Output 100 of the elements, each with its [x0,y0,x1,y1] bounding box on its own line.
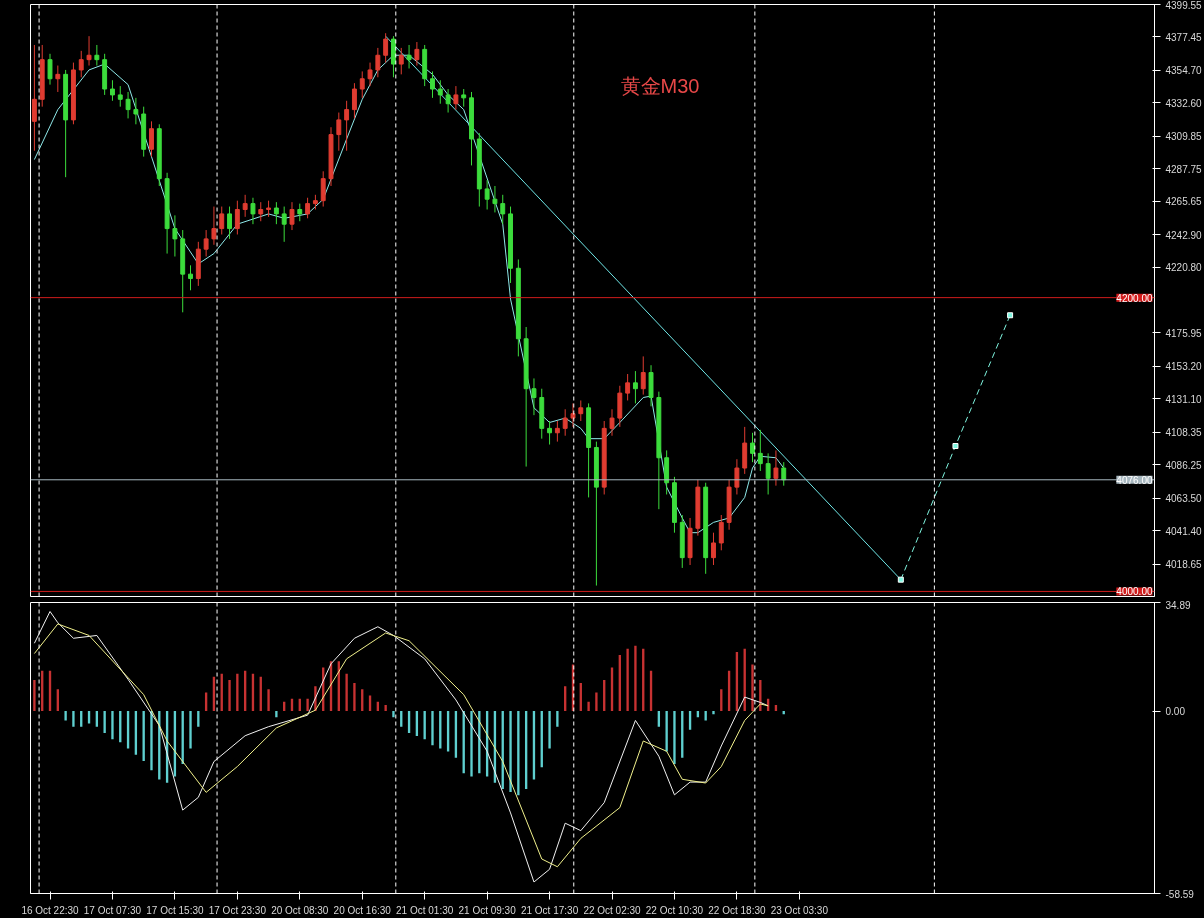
bar [509,711,512,793]
candlestick [562,408,568,437]
candlestick [406,44,412,69]
bar [665,711,668,752]
y-tick-label: 4018.65 [1165,559,1203,571]
bar [306,698,309,712]
candlestick [570,402,576,428]
candlestick [500,194,506,225]
x-tick-label: 16 Oct 22:30 [21,904,80,916]
x-tick-label: 17 Oct 15:30 [146,904,204,916]
line-series [33,54,785,534]
candlestick [625,373,631,401]
candlestick [47,53,53,86]
candlestick [578,399,584,422]
candlestick [773,449,779,487]
y-tick-label: -58.59 [1165,888,1195,900]
bar [353,683,356,712]
bar [236,673,239,712]
bar [275,711,278,718]
candlestick [234,200,240,235]
x-tick-label: 22 Oct 02:30 [583,904,642,916]
bar [470,711,473,777]
candlestick [250,197,256,225]
y-tick-label: 4108.35 [1165,427,1203,439]
candlestick [281,206,287,243]
y-tick-label: 4265.65 [1165,196,1203,208]
candlestick [492,185,498,213]
point [897,576,904,583]
y-tick-label: 4377.45 [1165,31,1203,43]
y-tick-label: 4309.85 [1165,131,1203,143]
candlestick [750,432,755,463]
candlestick [211,206,217,246]
candlestick [531,377,537,416]
candlestick [781,461,787,487]
candlestick [547,420,553,446]
y-tick-label: 4153.20 [1165,361,1203,373]
y-tick-label: 4242.90 [1165,229,1203,241]
y-tick-label: 4063.50 [1165,493,1203,505]
bar [431,711,434,746]
candlestick [86,35,92,67]
candlestick [453,85,459,111]
bar [595,692,598,712]
bar [517,711,520,796]
bar [72,711,75,727]
bar [587,701,590,712]
candlestick [336,112,342,152]
candlestick [94,44,100,67]
bar [712,711,715,715]
x-tick-label: 23 Oct 03:30 [770,904,829,916]
bar [267,689,270,712]
candlestick [398,47,404,75]
point [1007,312,1014,319]
candlestick [203,229,209,257]
y-tick-label: 4086.25 [1165,459,1203,471]
x-tick-label: 21 Oct 09:30 [458,904,517,916]
bar [111,711,114,740]
bar [87,711,91,724]
candlestick [359,70,365,99]
x-tick-label: 20 Oct 16:30 [333,904,392,916]
ref-line-label: 4076.00 [1116,474,1153,486]
candlestick [632,370,638,404]
bar [384,704,387,712]
y-tick-label: 4041.40 [1165,525,1203,537]
candlestick [172,214,178,257]
y-tick-label: 4175.95 [1165,327,1203,339]
candlestick [554,420,560,443]
y-tick-label: 0.00 [1165,706,1186,718]
x-tick-label: 21 Oct 01:30 [396,904,454,916]
bar [673,711,676,765]
candlestick [383,32,389,64]
y-tick-label: 4399.55 [1165,0,1203,11]
candlestick [437,79,443,105]
candlestick [117,85,123,108]
candlestick [734,458,740,495]
candlestick [367,62,373,87]
bar [103,711,106,733]
bar [189,711,192,749]
bar [150,711,153,771]
candlestick [55,65,61,93]
candlestick [757,429,763,472]
x-tick-label: 17 Oct 07:30 [83,904,142,916]
y-tick-label: 4220.80 [1165,262,1203,274]
candlestick [344,100,350,152]
candlestick [258,201,264,222]
candlestick [149,120,154,158]
candlestick [414,41,420,67]
candlestick [110,79,115,102]
x-tick-label: 22 Oct 10:30 [645,904,704,916]
point [952,443,959,449]
y-tick-label: 4354.70 [1165,65,1203,77]
candlestick [78,50,84,78]
candlestick [219,206,225,235]
x-tick-label: 22 Oct 18:30 [708,904,766,916]
candlestick [188,264,193,291]
candlestick [711,532,716,566]
bar [345,673,348,712]
ref-line-label: 4200.00 [1116,292,1153,304]
candlestick [765,452,771,495]
bar [64,711,67,721]
candlestick [305,197,311,219]
